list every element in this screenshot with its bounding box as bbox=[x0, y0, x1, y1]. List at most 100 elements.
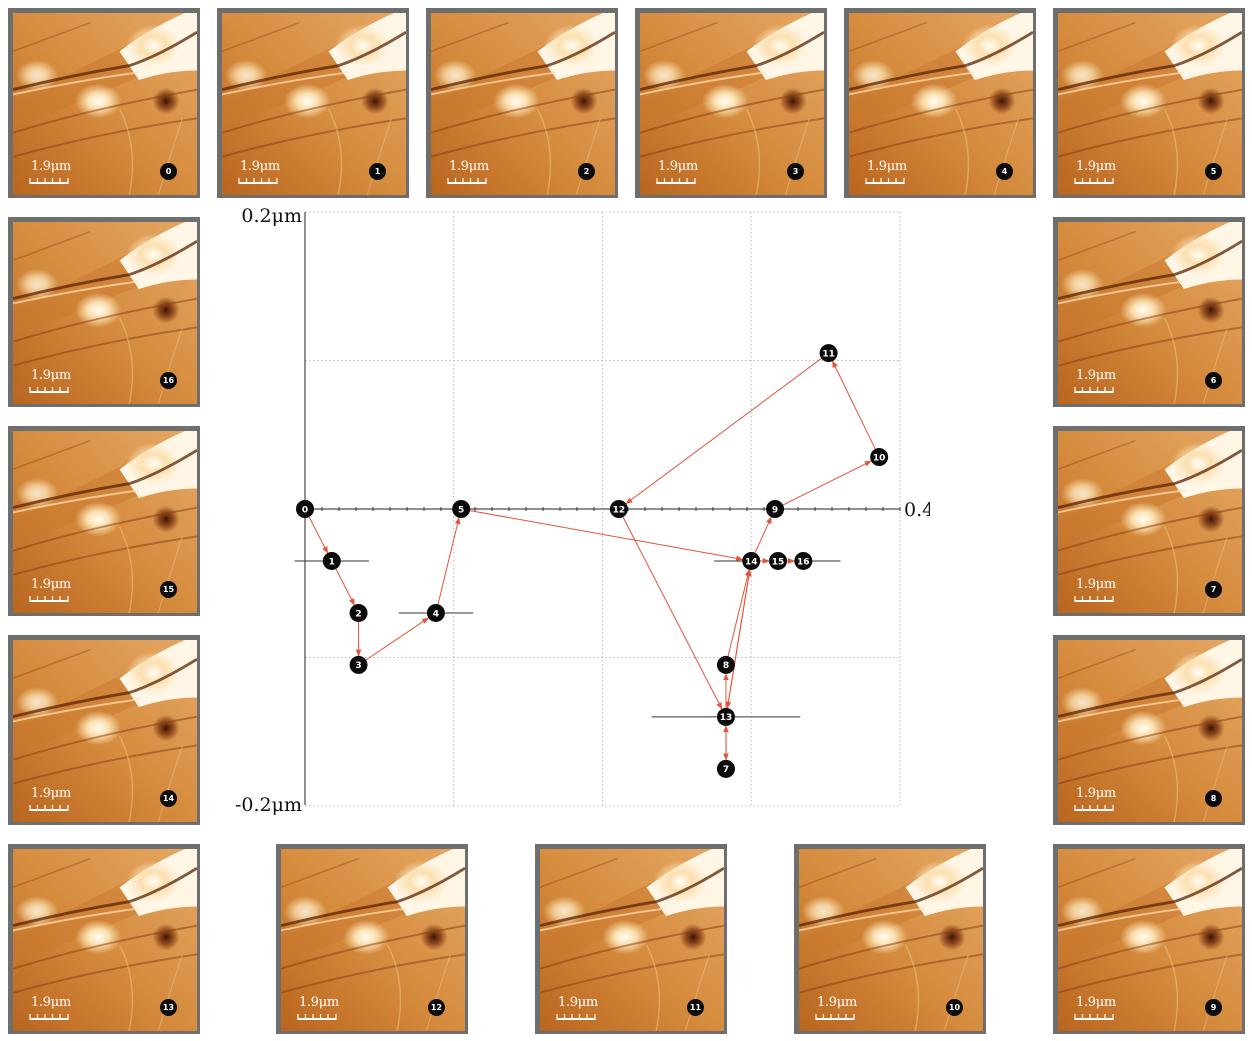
afm-frame-16: 1.9μm 16 bbox=[8, 217, 200, 407]
frame-index-badge: 2 bbox=[578, 163, 595, 180]
frame-index-badge: 9 bbox=[1205, 999, 1222, 1016]
scale-bar bbox=[29, 1014, 69, 1020]
scale-bar-label: 1.9μm bbox=[1076, 786, 1116, 801]
afm-frame-0: 1.9μm 0 bbox=[8, 8, 200, 198]
scale-bar bbox=[29, 178, 69, 184]
trajectory-arrow bbox=[622, 516, 723, 710]
scale-bar-label: 1.9μm bbox=[1076, 995, 1116, 1010]
frame-index-badge: 10 bbox=[946, 999, 963, 1016]
scale-bar bbox=[815, 1014, 855, 1020]
trajectory-arrow bbox=[782, 460, 872, 506]
position-marker-13 bbox=[716, 707, 735, 726]
trajectory-arrow bbox=[726, 569, 752, 709]
scale-bar bbox=[1074, 596, 1114, 602]
trajectory-arrow bbox=[335, 568, 355, 606]
scale-bar bbox=[1074, 178, 1114, 184]
position-marker-label: 3 bbox=[355, 661, 361, 671]
scale-bar bbox=[238, 178, 278, 184]
position-marker-1 bbox=[322, 551, 341, 570]
frame-index-badge: 8 bbox=[1205, 790, 1222, 807]
scale-bar-label: 1.9μm bbox=[1076, 368, 1116, 383]
position-marker-2 bbox=[349, 603, 368, 622]
position-marker-label: 9 bbox=[772, 505, 778, 515]
frame-index-badge: 0 bbox=[160, 163, 177, 180]
y-axis-top-label: 0.2μm bbox=[241, 205, 302, 227]
afm-frame-14: 1.9μm 14 bbox=[8, 635, 200, 825]
position-marker-4 bbox=[426, 603, 445, 622]
position-marker-9 bbox=[766, 500, 785, 518]
scale-bar-label: 1.9μm bbox=[449, 159, 489, 174]
scale-bar bbox=[656, 178, 696, 184]
position-marker-label: 7 bbox=[723, 765, 729, 775]
trajectory-arrow bbox=[365, 617, 430, 661]
scale-bar-label: 1.9μm bbox=[31, 577, 71, 592]
afm-frame-13: 1.9μm 13 bbox=[8, 844, 200, 1034]
scale-bar bbox=[556, 1014, 596, 1020]
trajectory-arrow bbox=[832, 360, 876, 450]
scale-bar-label: 1.9μm bbox=[867, 159, 907, 174]
trajectory-arrow bbox=[308, 516, 329, 554]
trajectory-arrow bbox=[754, 516, 772, 554]
position-marker-7 bbox=[716, 759, 735, 778]
trajectory-arrow bbox=[469, 510, 744, 562]
position-marker-label: 13 bbox=[720, 713, 733, 723]
frame-index-badge: 11 bbox=[687, 999, 704, 1016]
position-marker-label: 10 bbox=[873, 453, 886, 463]
scale-bar bbox=[297, 1014, 337, 1020]
position-marker-5 bbox=[452, 500, 471, 518]
scale-bar-label: 1.9μm bbox=[1076, 159, 1116, 174]
position-marker-label: 1 bbox=[329, 557, 335, 567]
position-marker-label: 16 bbox=[797, 557, 810, 567]
scale-bar-label: 1.9μm bbox=[817, 995, 857, 1010]
scale-bar-label: 1.9μm bbox=[558, 995, 598, 1010]
position-marker-12 bbox=[609, 500, 628, 518]
scale-bar bbox=[1074, 805, 1114, 811]
frame-index-badge: 15 bbox=[160, 581, 177, 598]
position-marker-label: 8 bbox=[723, 661, 729, 671]
scale-bar-label: 1.9μm bbox=[240, 159, 280, 174]
frame-index-badge: 3 bbox=[787, 163, 804, 180]
scale-bar bbox=[1074, 387, 1114, 393]
frame-index-badge: 4 bbox=[996, 163, 1013, 180]
frame-index-badge: 13 bbox=[160, 999, 177, 1016]
position-marker-14 bbox=[742, 551, 761, 570]
trajectory-arrow bbox=[437, 517, 461, 605]
trajectory-arrow bbox=[727, 569, 751, 657]
afm-frame-10: 1.9μm 10 bbox=[794, 844, 986, 1034]
frame-index-badge: 6 bbox=[1205, 372, 1222, 389]
scale-bar-label: 1.9μm bbox=[31, 786, 71, 801]
scale-bar bbox=[29, 596, 69, 602]
afm-frame-9: 1.9μm 9 bbox=[1053, 844, 1245, 1034]
position-marker-0 bbox=[296, 500, 314, 518]
scale-bar bbox=[865, 178, 905, 184]
position-marker-3 bbox=[349, 655, 368, 674]
scale-bar bbox=[447, 178, 487, 184]
position-marker-8 bbox=[716, 655, 735, 674]
frame-index-badge: 7 bbox=[1205, 581, 1222, 598]
afm-frame-15: 1.9μm 15 bbox=[8, 426, 200, 616]
position-marker-label: 5 bbox=[458, 505, 464, 515]
afm-frame-12: 1.9μm 12 bbox=[276, 844, 468, 1034]
afm-frame-2: 1.9μm 2 bbox=[426, 8, 618, 198]
frame-index-badge: 16 bbox=[160, 372, 177, 389]
scale-bar-label: 1.9μm bbox=[658, 159, 698, 174]
scale-bar-label: 1.9μm bbox=[299, 995, 339, 1010]
position-marker-15 bbox=[769, 551, 788, 570]
position-marker-label: 12 bbox=[613, 505, 626, 515]
afm-frame-1: 1.9μm 1 bbox=[217, 8, 409, 198]
trajectory-arrow bbox=[625, 358, 822, 505]
scale-bar-label: 1.9μm bbox=[1076, 577, 1116, 592]
afm-frame-3: 1.9μm 3 bbox=[635, 8, 827, 198]
scale-bar bbox=[29, 805, 69, 811]
scale-bar bbox=[29, 387, 69, 393]
position-marker-16 bbox=[794, 551, 813, 570]
position-marker-label: 11 bbox=[822, 349, 835, 359]
afm-frame-6: 1.9μm 6 bbox=[1053, 217, 1245, 407]
afm-frame-7: 1.9μm 7 bbox=[1053, 426, 1245, 616]
frame-index-badge: 12 bbox=[428, 999, 445, 1016]
y-axis-bottom-label: -0.2μm bbox=[235, 794, 302, 815]
position-marker-label: 0 bbox=[302, 505, 308, 515]
frame-index-badge: 5 bbox=[1205, 163, 1222, 180]
afm-frame-5: 1.9μm 5 bbox=[1053, 8, 1245, 198]
